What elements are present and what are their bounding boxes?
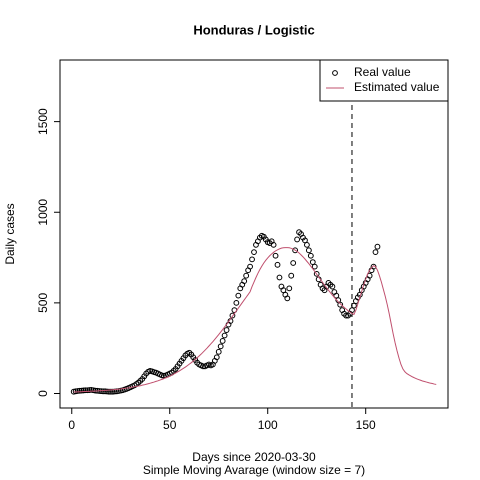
data-point bbox=[219, 338, 226, 344]
data-point bbox=[247, 263, 253, 270]
data-point bbox=[215, 348, 222, 355]
chart-title: Honduras / Logistic bbox=[193, 22, 314, 37]
data-point bbox=[223, 327, 230, 333]
data-point bbox=[84, 387, 91, 394]
x-tick-label: 0 bbox=[68, 418, 75, 432]
data-point bbox=[106, 388, 112, 395]
data-point bbox=[78, 387, 85, 394]
data-point bbox=[100, 388, 107, 395]
data-point bbox=[304, 241, 310, 248]
data-point bbox=[372, 249, 379, 256]
legend-label: Real value bbox=[354, 65, 411, 79]
data-point bbox=[305, 247, 312, 254]
x-axis-label: Days since 2020-03-30 bbox=[192, 450, 316, 464]
y-tick-label: 500 bbox=[36, 293, 50, 313]
data-point bbox=[251, 249, 257, 256]
data-point bbox=[337, 301, 344, 308]
data-point bbox=[102, 388, 108, 395]
data-point bbox=[313, 270, 320, 277]
data-point bbox=[329, 283, 336, 290]
data-point bbox=[80, 387, 87, 394]
legend-symbol bbox=[332, 70, 338, 76]
y-axis-label: Daily cases bbox=[3, 203, 17, 264]
data-point bbox=[74, 388, 81, 394]
data-point bbox=[307, 252, 314, 259]
data-point bbox=[217, 343, 224, 350]
data-point bbox=[86, 387, 93, 393]
subtitle: Simple Moving Avarage (window size = 7) bbox=[143, 463, 365, 477]
x-tick-label: 100 bbox=[258, 418, 278, 432]
data-point bbox=[221, 332, 228, 339]
data-point bbox=[108, 388, 114, 395]
data-point bbox=[229, 312, 236, 319]
data-point bbox=[249, 256, 255, 263]
legend-box bbox=[319, 59, 449, 102]
data-point bbox=[241, 278, 248, 285]
data-point bbox=[270, 241, 277, 248]
data-point bbox=[284, 295, 291, 302]
data-point bbox=[200, 363, 206, 370]
data-point bbox=[276, 274, 283, 281]
data-point bbox=[104, 388, 110, 395]
data-point bbox=[311, 263, 318, 270]
data-point bbox=[243, 272, 250, 279]
y-tick-label: 1000 bbox=[36, 199, 50, 226]
estimate-line bbox=[73, 247, 437, 393]
y-tick-label: 0 bbox=[36, 390, 50, 397]
data-point bbox=[292, 247, 299, 254]
data-point bbox=[233, 299, 240, 306]
data-point bbox=[272, 252, 279, 259]
data-point bbox=[76, 387, 83, 394]
x-tick-label: 150 bbox=[356, 418, 376, 432]
y-tick-label: 1500 bbox=[36, 108, 50, 135]
x-tick-label: 50 bbox=[163, 418, 177, 432]
data-point bbox=[235, 292, 242, 299]
data-point bbox=[213, 354, 220, 361]
data-point bbox=[374, 243, 381, 250]
data-point bbox=[274, 261, 281, 268]
legend-label: Estimated value bbox=[354, 80, 440, 94]
data-point bbox=[82, 387, 89, 394]
data-point bbox=[294, 236, 301, 243]
data-point bbox=[286, 285, 293, 292]
data-point bbox=[290, 260, 297, 266]
data-point bbox=[288, 272, 295, 279]
